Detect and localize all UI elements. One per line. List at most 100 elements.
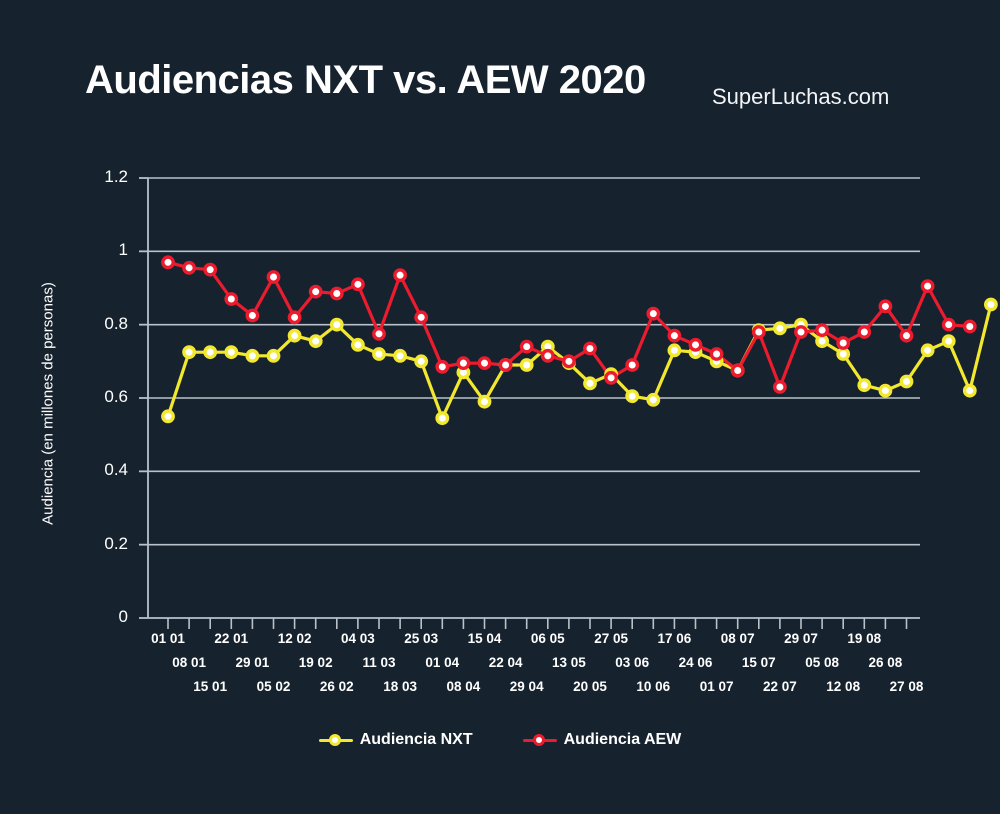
data-point-marker (224, 345, 239, 360)
legend-item[interactable]: Audiencia AEW (522, 731, 682, 749)
data-point-marker (266, 348, 281, 363)
y-tick-label: 0.8 (104, 313, 128, 333)
data-point-marker (519, 358, 534, 372)
data-point-marker (203, 345, 218, 360)
data-point-marker (393, 268, 407, 283)
y-tick-label: 0.6 (104, 387, 128, 406)
data-point-marker (329, 286, 344, 301)
page-title: Audiencias NXT vs. AEW 2020 (85, 58, 646, 102)
x-tick-label: 25 03 (404, 631, 439, 646)
x-tick-label: 22 07 (762, 679, 797, 694)
y-tick-label: 0.4 (104, 460, 128, 480)
data-point-marker (667, 343, 682, 358)
series-line-segment (651, 348, 677, 402)
series-line-segment (757, 330, 782, 389)
x-tick-label: 19 02 (298, 655, 333, 670)
x-tick-label: 29 07 (784, 631, 818, 646)
x-tick-label: 06 05 (530, 631, 565, 646)
watermark: SuperLuchas.com (712, 84, 890, 109)
series-line-segment (377, 273, 402, 336)
x-tick-label: 26 02 (319, 679, 354, 694)
data-point-marker (773, 321, 787, 336)
x-tick-label: 12 08 (826, 679, 861, 694)
data-point-marker (519, 339, 534, 354)
data-point-marker (688, 337, 703, 352)
series-line-segment (271, 275, 297, 319)
legend-label: Audiencia AEW (563, 731, 682, 748)
x-tick-label: 10 06 (636, 679, 671, 694)
x-tick-label: 11 03 (362, 655, 396, 670)
series-line-segment (778, 330, 803, 389)
data-point-marker (372, 347, 386, 361)
data-point-marker (393, 348, 407, 363)
data-point-marker (625, 358, 640, 372)
x-tick-label: 26 08 (868, 655, 903, 670)
data-point-marker (815, 323, 829, 338)
data-point-marker (287, 310, 302, 325)
legend-item[interactable]: Audiencia NXT (318, 731, 473, 749)
data-point-marker (941, 334, 956, 349)
data-point-marker (836, 347, 851, 361)
series-line-segment (482, 363, 508, 404)
x-tick-label: 19 08 (847, 631, 882, 646)
x-tick-label: 18 03 (383, 679, 417, 694)
data-point-marker (646, 392, 661, 407)
x-tick-label: 04 03 (340, 631, 375, 646)
x-tick-label: 27 08 (889, 679, 924, 694)
data-point-marker (773, 380, 787, 394)
data-point-marker (709, 347, 724, 361)
x-tick-label: 17 06 (657, 631, 692, 646)
data-point-marker (667, 328, 682, 343)
series-line-segment (419, 315, 444, 369)
x-tick-label: 05 02 (256, 679, 291, 694)
data-point-marker (899, 374, 914, 389)
series-line-segment (419, 359, 444, 420)
data-point-marker (962, 383, 977, 398)
data-point-marker (161, 409, 175, 424)
data-point-marker (287, 328, 302, 343)
data-point-marker (372, 326, 386, 341)
data-point-marker (308, 334, 323, 349)
data-point-marker (182, 260, 197, 275)
data-point-marker (984, 297, 998, 312)
x-tick-label: 22 04 (488, 655, 523, 670)
x-tick-label: 08 01 (172, 655, 206, 670)
series-line-segment (947, 339, 972, 393)
x-tick-label: 01 01 (151, 631, 185, 646)
data-point-marker (730, 363, 745, 378)
data-point-marker (625, 389, 640, 404)
data-point-marker (414, 354, 429, 369)
data-point-marker (583, 341, 597, 356)
data-point-marker (435, 411, 450, 426)
data-point-marker (266, 270, 281, 284)
data-point-marker (456, 356, 471, 371)
x-tick-label: 08 07 (720, 631, 755, 646)
x-tick-label: 03 06 (615, 655, 650, 670)
series-line-segment (440, 370, 465, 420)
data-point-marker (350, 337, 365, 352)
data-point-marker (245, 348, 260, 363)
x-tick-label: 01 07 (699, 679, 734, 694)
data-point-marker (604, 370, 618, 385)
x-tick-label: 27 05 (594, 631, 628, 646)
y-tick-label: 0 (118, 607, 128, 626)
x-tick-label: 15 04 (467, 631, 502, 646)
series-line-segment (925, 284, 951, 327)
x-tick-label: 29 04 (509, 679, 544, 694)
data-point-marker (962, 319, 977, 334)
series-line-segment (356, 282, 381, 336)
data-point-marker (498, 358, 513, 372)
data-point-marker (182, 345, 197, 360)
data-point-marker (815, 334, 829, 349)
chart-legend: Audiencia NXT Audiencia AEW (0, 731, 1000, 749)
y-tick-label: 1 (118, 240, 128, 260)
series-line-segment (630, 312, 655, 367)
x-tick-label: 08 04 (446, 679, 481, 694)
x-tick-label: 24 06 (678, 655, 713, 670)
data-point-marker (203, 262, 218, 277)
x-tick-label: 22 01 (214, 631, 249, 646)
data-point-marker (583, 376, 597, 391)
